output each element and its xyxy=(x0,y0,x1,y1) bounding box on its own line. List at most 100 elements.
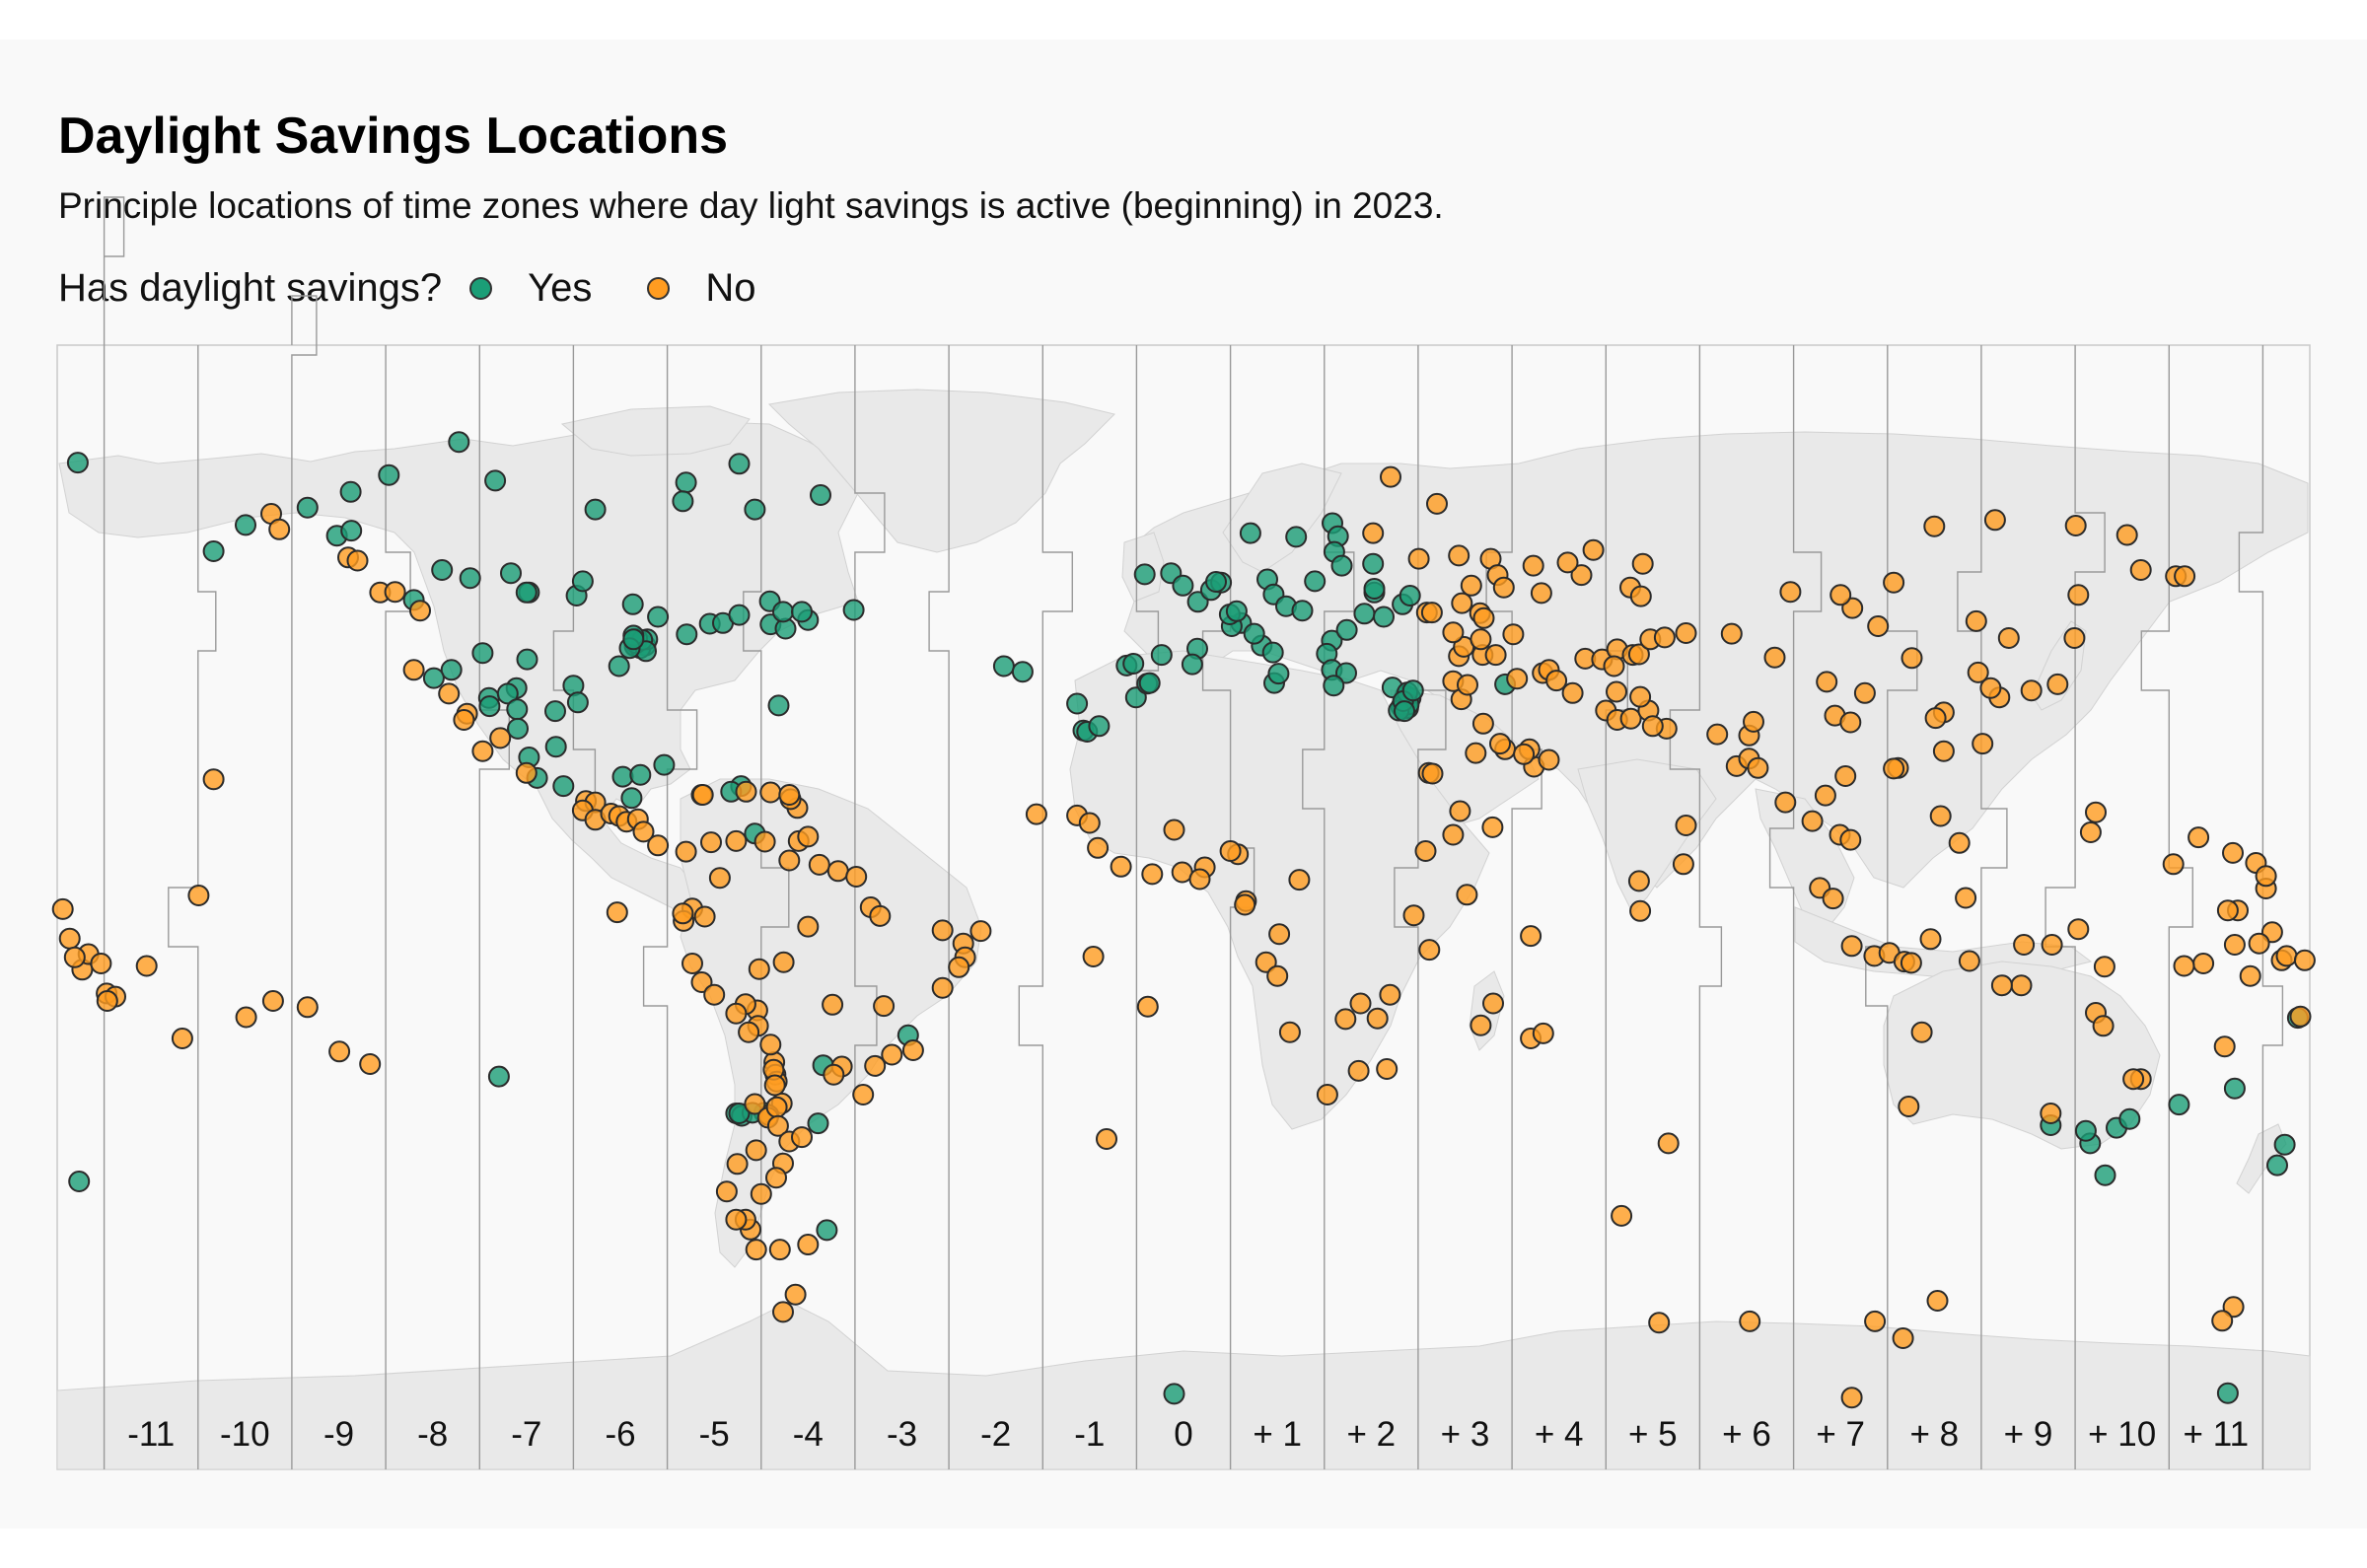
location-point-no-dst xyxy=(1675,622,1697,644)
location-point-dst xyxy=(235,514,256,536)
location-point-no-dst xyxy=(346,549,369,572)
location-point-no-dst xyxy=(2093,956,2116,978)
location-point-dst xyxy=(496,682,519,705)
landmass-arctic-islands xyxy=(560,405,751,457)
location-point-no-dst xyxy=(1520,925,1542,948)
location-point-no-dst xyxy=(784,1283,807,1306)
location-point-dst xyxy=(516,648,538,671)
location-point-no-dst xyxy=(2239,964,2261,987)
location-point-no-dst xyxy=(2122,1068,2145,1091)
location-point-no-dst xyxy=(1629,899,1652,922)
location-point-no-dst xyxy=(759,781,782,804)
location-points xyxy=(51,431,2316,1409)
location-point-no-dst xyxy=(2046,673,2069,695)
location-point-no-dst xyxy=(1706,723,1729,746)
time-zone-boundaries xyxy=(103,196,2284,1469)
zone-label: -11 xyxy=(127,1415,175,1454)
location-point-no-dst xyxy=(1561,681,1584,704)
location-point-no-dst xyxy=(268,518,291,540)
chart-title: Daylight Savings Locations xyxy=(58,107,729,165)
zone-label: -2 xyxy=(980,1415,1011,1454)
zone-label: -8 xyxy=(417,1415,448,1454)
location-point-no-dst xyxy=(187,885,210,906)
location-point-no-dst xyxy=(1234,893,1256,916)
location-point-no-dst xyxy=(852,1084,875,1105)
location-point-no-dst xyxy=(1883,571,1905,594)
location-point-no-dst xyxy=(864,1054,887,1077)
zone-boundary-line xyxy=(385,345,411,1469)
zone-label: + 6 xyxy=(1722,1415,1771,1454)
location-point-no-dst xyxy=(735,780,757,803)
location-point-no-dst xyxy=(1834,765,1857,787)
location-point-dst xyxy=(339,480,362,503)
location-point-no-dst xyxy=(797,825,820,848)
zone-label: + 7 xyxy=(1816,1415,1865,1454)
landmass-india xyxy=(1577,758,1717,913)
location-point-no-dst xyxy=(171,1028,193,1049)
location-point-no-dst xyxy=(2222,841,2244,864)
location-point-no-dst xyxy=(765,1167,787,1189)
legend-swatch-yes xyxy=(469,276,493,300)
legend-item-yes: Yes xyxy=(469,266,592,311)
location-point-no-dst xyxy=(715,1180,738,1203)
location-point-no-dst xyxy=(1268,923,1291,946)
zone-boundary-line xyxy=(168,345,217,1469)
location-point-no-dst xyxy=(1334,1008,1357,1031)
location-point-dst xyxy=(653,753,676,776)
location-point-dst xyxy=(676,623,698,646)
zone-boundary-line xyxy=(1394,345,1447,1469)
zone-boundary-line xyxy=(1018,345,1073,1469)
location-point-no-dst xyxy=(1481,816,1504,838)
location-point-no-dst xyxy=(1631,552,1654,575)
location-point-no-dst xyxy=(1402,904,1425,927)
location-point-no-dst xyxy=(1867,615,1890,637)
location-point-no-dst xyxy=(1407,547,1430,570)
location-point-no-dst xyxy=(1421,762,1444,785)
location-point-no-dst xyxy=(402,659,425,681)
location-point-dst xyxy=(1291,600,1314,622)
location-point-no-dst xyxy=(409,600,431,622)
location-point-no-dst xyxy=(1492,576,1515,599)
location-point-no-dst xyxy=(1449,800,1471,822)
location-point-dst xyxy=(2223,1077,2246,1100)
location-point-dst xyxy=(571,570,594,593)
location-point-no-dst xyxy=(744,1093,766,1115)
location-point-dst xyxy=(584,498,607,521)
location-point-no-dst xyxy=(1619,707,1642,730)
location-point-no-dst xyxy=(672,902,694,925)
location-point-dst xyxy=(807,1112,829,1135)
location-point-no-dst xyxy=(681,953,703,974)
location-point-no-dst xyxy=(901,1039,924,1061)
location-point-no-dst xyxy=(1611,1204,1633,1227)
location-point-no-dst xyxy=(1532,1022,1554,1044)
location-point-no-dst xyxy=(1316,1084,1338,1105)
location-point-no-dst xyxy=(1096,1128,1117,1150)
location-point-no-dst xyxy=(1376,1058,1399,1080)
location-point-no-dst xyxy=(647,834,670,857)
location-point-no-dst xyxy=(2092,1015,2115,1037)
location-point-dst xyxy=(1399,585,1421,606)
location-point-dst xyxy=(629,763,652,786)
location-point-dst xyxy=(1239,522,1261,544)
location-point-no-dst xyxy=(1967,661,1989,683)
location-point-no-dst xyxy=(675,840,697,863)
landmass-eurasia xyxy=(1123,431,2309,889)
landmass-scandinavia xyxy=(1222,463,1342,573)
location-point-no-dst xyxy=(725,1002,748,1025)
location-point-no-dst xyxy=(2116,524,2138,546)
location-point-no-dst xyxy=(1082,946,1105,967)
location-point-no-dst xyxy=(725,829,748,852)
location-point-dst xyxy=(1138,672,1161,694)
location-point-no-dst xyxy=(1864,1310,1887,1332)
location-point-dst xyxy=(728,604,751,626)
location-point-dst xyxy=(1335,618,1358,641)
location-point-dst xyxy=(448,431,470,454)
location-point-no-dst xyxy=(1657,1132,1680,1155)
location-point-dst xyxy=(1330,554,1353,577)
location-point-dst xyxy=(1394,700,1415,723)
location-point-no-dst xyxy=(2064,515,2087,536)
location-point-no-dst xyxy=(1522,554,1544,577)
location-point-no-dst xyxy=(1347,1059,1370,1082)
location-point-no-dst xyxy=(58,927,81,950)
location-point-no-dst xyxy=(632,820,655,843)
